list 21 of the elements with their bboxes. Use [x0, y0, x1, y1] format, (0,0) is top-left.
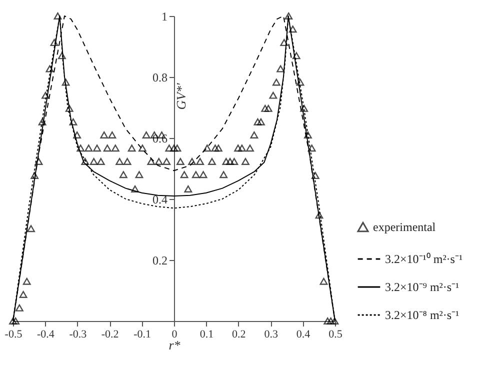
x-axis-title: r*	[168, 338, 181, 352]
legend-label: 3.2×10⁻⁹ m²·s⁻¹	[385, 280, 460, 294]
y-tick-label: 0.2	[152, 254, 168, 268]
x-tick-label: 0.5	[328, 328, 343, 340]
y-tick-label: 0.8	[152, 70, 168, 84]
x-tick-label: -0.5	[4, 328, 23, 340]
y-axis-title: GV*'	[174, 82, 188, 110]
x-tick-label: 0	[172, 328, 178, 340]
legend-label: experimental	[373, 220, 436, 234]
x-tick-label: 0.4	[296, 328, 311, 340]
x-tick-label: 0.1	[200, 328, 214, 340]
legend-label: 3.2×10⁻¹⁰ m²·s⁻¹	[385, 252, 463, 266]
x-tick-label: -0.2	[101, 328, 119, 340]
x-tick-label: 0.2	[232, 328, 246, 340]
x-tick-label: -0.3	[69, 328, 88, 340]
x-tick-label: -0.4	[36, 328, 55, 340]
x-tick-label: -0.1	[134, 328, 152, 340]
y-tick-label: 1	[162, 10, 168, 24]
x-tick-label: 0.3	[264, 328, 278, 340]
legend-label: 3.2×10⁻⁸ m²·s⁻¹	[385, 308, 460, 322]
y-tick-label: 0.4	[152, 192, 168, 206]
